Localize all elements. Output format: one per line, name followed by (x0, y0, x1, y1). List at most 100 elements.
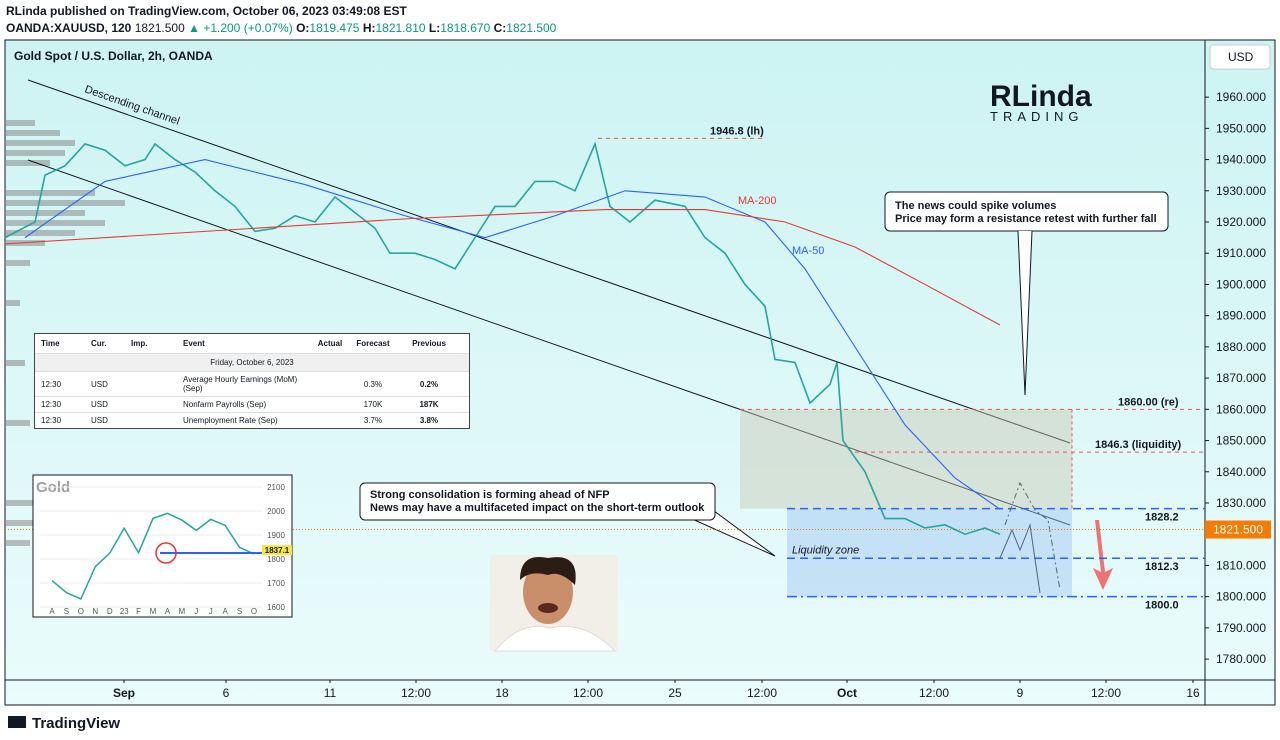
y-tick-label: 1930.000 (1216, 184, 1266, 198)
x-tick-label: 12:00 (1091, 686, 1121, 700)
calendar-date: Friday, October 6, 2023 (35, 354, 469, 371)
row-cell: USD (91, 380, 131, 389)
x-tick-label: 12:00 (919, 686, 949, 700)
ma-line (24, 159, 1001, 510)
change: ▲ +1.200 (+0.07%) (188, 21, 293, 35)
row-cell: USD (91, 416, 131, 425)
x-tick-label: 9 (1017, 686, 1024, 700)
row-cell: 0.2% (399, 380, 459, 389)
header-cell: Event (183, 339, 205, 348)
cell-text: USD (91, 379, 108, 389)
x-tick-label: 12:00 (573, 686, 603, 700)
inset-x-label: O (78, 607, 84, 616)
level-label: 1946.8 (lh) (710, 125, 764, 137)
l-value: 1818.670 (440, 21, 491, 35)
news-callout: The news could spike volumes Price may f… (884, 191, 1169, 396)
inset-line (51, 512, 255, 601)
inset-frame (32, 474, 293, 618)
l-label: L: (428, 21, 441, 35)
cell-text: 12:30 (41, 379, 62, 389)
inset-x-label: A (165, 607, 171, 616)
callout-text: News may have a multifaceted impact on t… (370, 502, 705, 514)
publisher-text: RLinda published on TradingView.com, Oct… (6, 4, 407, 18)
y-tick-label: 1910.000 (1216, 246, 1266, 260)
x-tick-label: 25 (668, 686, 682, 700)
calendar-row: 12:30 USD Average Hourly Earnings (MoM) (Se… (35, 371, 469, 396)
event: Nonfarm Payrolls (Sep) (183, 400, 267, 409)
row-cell: 3.8% (399, 416, 459, 425)
footer-brand: TradingView (32, 715, 120, 732)
volume-profile (5, 120, 125, 546)
channel-lower (27, 159, 1071, 526)
y-tick-label: 1920.000 (1216, 215, 1266, 229)
y-tick-label: 1810.000 (1216, 558, 1266, 572)
currency: USD (1228, 50, 1254, 64)
inset-y-label: 1600 (267, 603, 285, 612)
level-label: 1828.2 (1145, 512, 1179, 524)
inset-highlight (155, 542, 177, 564)
inset-x-label: S (237, 607, 242, 616)
currency-button[interactable] (1209, 44, 1271, 70)
inset-x-label: J (194, 607, 198, 616)
callout-text: Strong consolidation is forming ahead of… (370, 489, 610, 501)
row-cell: 3.7% (347, 416, 399, 425)
face-image (490, 555, 618, 652)
footer: TradingView (8, 715, 120, 732)
c-value: 1821.500 (506, 21, 557, 35)
channel-upper (27, 79, 1071, 444)
row-cell: 12:30 (41, 400, 91, 409)
inset-x-label: N (92, 607, 98, 616)
row-cell: 187K (399, 400, 459, 409)
inset-x-label: O (251, 607, 257, 616)
level-label: 1860.00 (re) (1118, 396, 1179, 408)
row-cell: Average Hourly Earnings (MoM) (Sep) (131, 375, 313, 393)
inset-x-label: S (64, 607, 69, 616)
cell-text: 187K (419, 400, 439, 409)
cell-text: 0.2% (419, 379, 439, 389)
logo: RLinda TRADING (990, 80, 1092, 124)
inset-price-label: 1837.1 (265, 546, 290, 555)
price: 1821.500 (134, 21, 185, 35)
inset-y-label: 1700 (267, 579, 285, 588)
inset-x-label: A (49, 607, 55, 616)
liquidity-zone (787, 508, 1072, 597)
level-label: 1812.3 (1145, 561, 1179, 573)
inset-x-label: M (179, 607, 186, 616)
x-tick-label: 16 (1186, 686, 1200, 700)
ma-line (4, 208, 1001, 326)
callout-text: Price may form a resistance retest with … (895, 213, 1157, 225)
inset-y-label: 1900 (267, 531, 285, 540)
nfp-callout: Strong consolidation is forming ahead of… (359, 482, 776, 557)
cell-text: 3.7% (363, 416, 383, 425)
inset-x-label: M (150, 607, 157, 616)
y-tick-label: 1780.000 (1216, 652, 1266, 666)
cell-text: 170K (363, 400, 383, 409)
price-line (4, 141, 1001, 536)
header-cell: Imp. (131, 339, 148, 348)
resistance-zone (740, 409, 1072, 509)
c-label: C: (493, 21, 507, 35)
event: Average Hourly Earnings (MoM) (183, 375, 298, 384)
y-tick-label: 1880.000 (1216, 340, 1266, 354)
row-cell: 170K (347, 400, 399, 409)
symbol: OANDA:XAUUSD, 120 (6, 21, 132, 35)
x-tick-label: Sep (113, 686, 135, 700)
y-tick-label: 1830.000 (1216, 496, 1266, 510)
inset-y-label: 1800 (267, 555, 285, 564)
x-tick-label: 12:00 (747, 686, 777, 700)
header-cell: Time (41, 339, 60, 348)
cell-text: 12:30 (41, 416, 62, 425)
calendar: Time Cur. Imp. Event Actual Forecast Previous F… (34, 333, 470, 429)
y-tick-label: 1800.000 (1216, 590, 1266, 604)
inset-x-label: 23 (120, 607, 129, 616)
o-label: O: (296, 21, 310, 35)
y-tick-label: 1790.000 (1216, 621, 1266, 635)
row-cell: 0.3% (347, 380, 399, 389)
o-value: 1819.475 (309, 21, 360, 35)
inset-x-label: A (222, 607, 228, 616)
header-cell: Previous (412, 339, 446, 348)
h-value: 1821.810 (375, 21, 426, 35)
x-tick-label: 18 (495, 686, 509, 700)
